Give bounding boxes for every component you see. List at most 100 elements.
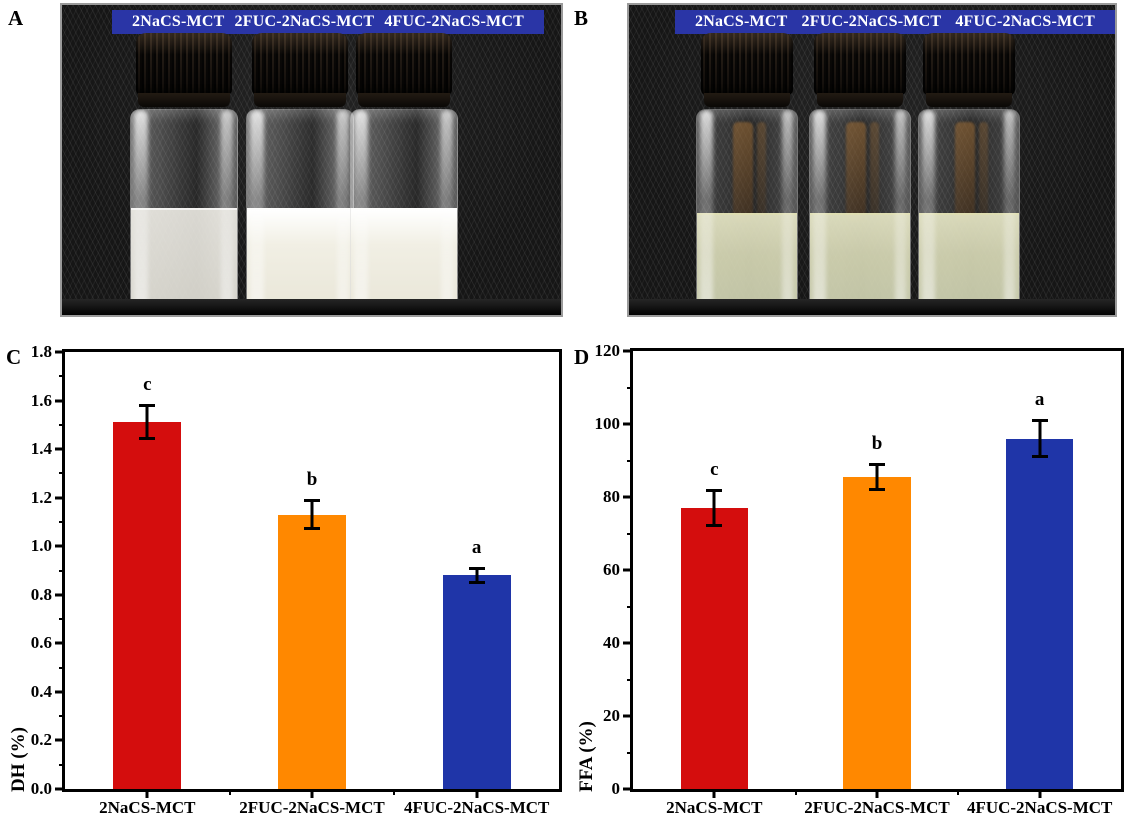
error-bar	[875, 464, 879, 490]
vial	[694, 33, 800, 313]
vial-liquid	[131, 208, 237, 310]
error-bar-cap	[869, 463, 885, 467]
glass-highlight	[250, 110, 264, 310]
error-bar-cap	[139, 404, 156, 408]
chart-ffa: D FFA (%) 0 20 40 60 80 100 120 c 2NaCS-MCT b 2FUC…	[568, 338, 1132, 825]
glass-highlight	[1004, 110, 1015, 310]
significance-letter: c	[143, 374, 152, 396]
y-tick-label: 1.8	[30, 342, 52, 361]
y-tick-label: 0.2	[30, 730, 52, 750]
photo-panel-a: 2NaCS-MCT 2FUC-2NaCS-MCT 4FUC-2NaCS-MCT	[60, 3, 563, 317]
significance-letter: a	[471, 537, 482, 559]
y-tick-major	[623, 568, 633, 572]
photo-panel-b: 2NaCS-MCT 2FUC-2NaCS-MCT 4FUC-2NaCS-MCT	[627, 3, 1117, 317]
y-tick-label: 0.0	[30, 779, 52, 798]
error-bar-cap	[1031, 419, 1048, 423]
x-category-label: 2FUC-2NaCS-MCT	[804, 798, 950, 817]
sample-banner-a: 2NaCS-MCT 2FUC-2NaCS-MCT 4FUC-2NaCS-MCT	[112, 10, 544, 34]
vial-cap	[135, 33, 233, 95]
vial-liquid	[247, 208, 353, 310]
y-tick-major	[55, 496, 65, 500]
bar-2FUC-2NaCS-MCT	[277, 514, 347, 789]
vial	[916, 33, 1022, 313]
panel-d-letter: D	[574, 345, 590, 369]
error-bar-cap	[468, 567, 485, 571]
significance-letter: a	[1034, 389, 1045, 411]
glass-highlight	[700, 110, 713, 310]
banner-label: 2FUC-2NaCS-MCT	[801, 13, 942, 30]
vial	[128, 33, 240, 313]
x-tick-minor	[228, 789, 231, 795]
y-tick-major	[623, 495, 633, 499]
error-bar	[1038, 420, 1042, 457]
vial-liquid	[810, 213, 910, 310]
error-bar-cap	[869, 487, 885, 491]
y-tick-label: 1.2	[30, 487, 52, 507]
vial-cap	[923, 33, 1015, 95]
y-tick-label: 100	[594, 414, 621, 433]
x-category-label: 4FUC-2NaCS-MCT	[403, 798, 550, 817]
error-bar-cap	[706, 488, 723, 492]
glass-highlight	[354, 110, 368, 310]
bar-2FUC-2NaCS-MCT	[843, 476, 911, 789]
plot-area: 0 20 40 60 80 100 120 c 2NaCS-MCT b 2FUC-2NaCS-MCT…	[595, 341, 1124, 817]
bar-4FUC-2NaCS-MCT	[1005, 438, 1074, 789]
banner-label: 4FUC-2NaCS-MCT	[955, 13, 1095, 30]
vial-cap-band	[138, 93, 230, 107]
banner-label: 2FUC-2NaCS-MCT	[234, 13, 375, 30]
vial-liquid	[697, 213, 797, 310]
y-tick-major	[623, 714, 633, 718]
error-bar-cap	[304, 527, 320, 531]
photo-floor	[62, 299, 561, 315]
y-tick-minor	[59, 472, 65, 475]
banner-label: 2NaCS-MCT	[695, 13, 788, 30]
vial	[348, 33, 460, 313]
y-tick-major	[55, 399, 65, 403]
plot-area: 0.0 0.2 0.4 0.6 0.8 1.0 1.2 1.4 1.6 1.8 c 2NaCS-MCT…	[31, 342, 562, 817]
photo-floor	[629, 299, 1115, 315]
y-tick-major	[55, 350, 65, 354]
glass-reflection	[870, 122, 879, 218]
glass-highlight	[134, 110, 148, 310]
vial-liquid	[919, 213, 1019, 310]
y-tick-label: 1.6	[30, 390, 52, 410]
glass-highlight	[221, 110, 233, 310]
x-tick-major	[475, 789, 479, 798]
vial-glass	[350, 109, 458, 311]
y-tick-major	[55, 690, 65, 694]
vial-glass	[918, 109, 1020, 311]
y-tick-major	[55, 787, 65, 791]
y-tick-minor	[59, 520, 65, 523]
x-tick-major	[1038, 789, 1042, 798]
y-tick-minor	[627, 751, 633, 754]
error-bar-cap	[1031, 454, 1048, 458]
y-tick-label: 120	[594, 341, 621, 360]
vial-glass	[696, 109, 798, 311]
bar-2NaCS-MCT	[113, 422, 182, 789]
y-tick-minor	[627, 386, 633, 389]
bar-2NaCS-MCT	[680, 507, 748, 789]
x-tick-major	[875, 789, 879, 798]
x-category-label: 4FUC-2NaCS-MCT	[966, 798, 1113, 817]
y-tick-minor	[59, 715, 65, 718]
vial-cap	[355, 33, 453, 95]
vial-cap	[701, 33, 793, 95]
y-tick-major	[623, 349, 633, 353]
vial-glass	[130, 109, 238, 311]
x-category-label: 2FUC-2NaCS-MCT	[239, 798, 385, 817]
y-tick-label: 40	[603, 633, 620, 652]
banner-label: 4FUC-2NaCS-MCT	[384, 13, 524, 30]
y-tick-label: 0	[611, 779, 621, 798]
x-tick-minor	[957, 789, 960, 795]
x-tick-minor	[794, 789, 797, 795]
bar-4FUC-2NaCS-MCT	[442, 575, 511, 789]
glass-highlight	[782, 110, 793, 310]
y-tick-major	[55, 641, 65, 645]
error-bar	[712, 489, 716, 527]
glass-highlight	[813, 110, 826, 310]
y-tick-major	[55, 544, 65, 548]
y-tick-minor	[627, 605, 633, 608]
chart-dh: C DH (%) 0.0 0.2 0.4 0.6 0.8 1.0 1.2 1.4 1.6 1.8 c…	[0, 338, 566, 825]
error-bar-cap	[468, 580, 485, 584]
